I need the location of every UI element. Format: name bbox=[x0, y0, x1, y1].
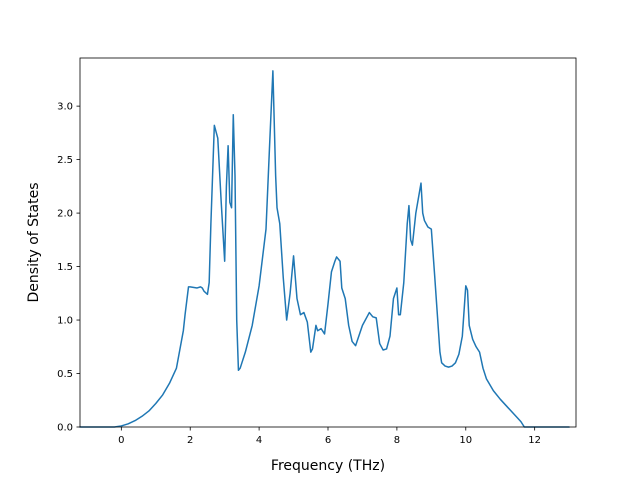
plot-area bbox=[79, 70, 570, 428]
x-tick-label: 10 bbox=[459, 435, 472, 446]
x-tick-label: 6 bbox=[325, 435, 331, 446]
y-tick-label: 2.5 bbox=[57, 155, 73, 166]
x-tick-label: 4 bbox=[256, 435, 262, 446]
plot-frame bbox=[79, 57, 577, 428]
y-tick-label: 3.0 bbox=[57, 102, 73, 113]
x-axis-label: Frequency (THz) bbox=[271, 458, 385, 474]
x-axis-ticks: 0 2 4 6 8 10 12 bbox=[118, 427, 541, 446]
x-tick-label: 8 bbox=[394, 435, 400, 446]
x-tick-label: 12 bbox=[528, 435, 541, 446]
y-tick-label: 1.0 bbox=[57, 316, 73, 327]
series-line-0 bbox=[79, 70, 570, 428]
y-axis-label: Density of States bbox=[26, 183, 42, 303]
x-tick-label: 0 bbox=[118, 435, 124, 446]
y-tick-label: 2.0 bbox=[57, 209, 73, 220]
y-axis-ticks: 0.0 0.5 1.0 1.5 2.0 2.5 3.0 bbox=[57, 102, 80, 434]
y-tick-label: 0.5 bbox=[57, 369, 73, 380]
x-tick-label: 2 bbox=[187, 435, 193, 446]
y-tick-label: 0.0 bbox=[57, 423, 73, 434]
y-tick-label: 1.5 bbox=[57, 262, 73, 273]
